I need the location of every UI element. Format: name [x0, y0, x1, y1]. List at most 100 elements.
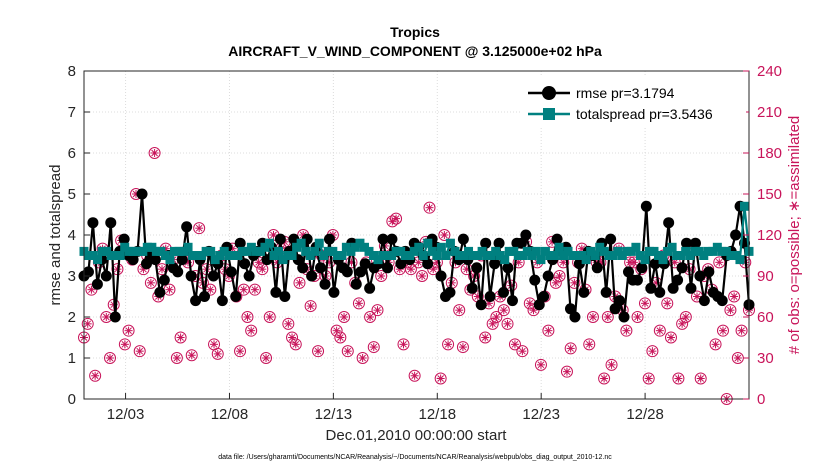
totalspread-point — [595, 242, 605, 252]
obs-assimilated-stroke — [84, 320, 92, 328]
obs-possible-marker — [89, 369, 102, 382]
obs-possible-marker — [479, 331, 492, 344]
y-tick-label: 7 — [68, 104, 76, 121]
obs-possible-marker — [408, 369, 421, 382]
obs-possible-marker — [438, 229, 451, 241]
y-tick-label: 2 — [68, 309, 76, 326]
obs-assimilated-stroke — [188, 351, 196, 359]
totalspread-point — [387, 251, 397, 260]
x-tick-label: 12/18 — [419, 406, 457, 423]
rmse-point — [502, 262, 514, 274]
rmse-point — [127, 254, 139, 266]
obs-possible-marker — [631, 311, 644, 323]
rmse-point — [538, 291, 550, 302]
rmse-point — [234, 237, 246, 249]
obs-assimilated-stroke — [481, 334, 489, 341]
y-right-tick-label: 150 — [757, 186, 782, 203]
rmse-point — [591, 262, 603, 274]
obs-assimilated-marker — [603, 313, 612, 321]
totalspread-point — [219, 246, 229, 256]
obs-assimilated-stroke — [656, 327, 664, 335]
rmse-point — [506, 295, 518, 307]
totalspread-point — [183, 242, 193, 252]
obs-assimilated-stroke — [589, 313, 597, 321]
obs-assimilated-stroke — [166, 286, 173, 294]
totalspread-point — [332, 251, 342, 260]
obs-assimilated-marker — [399, 340, 408, 349]
obs-possible-marker — [583, 338, 596, 351]
obs-assimilated-marker — [588, 313, 597, 321]
totalspread-point — [703, 246, 713, 256]
obs-possible-marker — [456, 341, 469, 354]
rmse-point — [533, 299, 545, 311]
totalspread-point — [414, 242, 424, 252]
rmse-point — [87, 217, 99, 229]
totalspread-point — [210, 255, 220, 265]
obs-assimilated-stroke — [106, 354, 114, 362]
obs-assimilated-marker — [332, 326, 341, 335]
obs-possible-marker — [586, 311, 599, 323]
rmse-point — [498, 286, 510, 298]
totalspread-point — [364, 246, 374, 256]
obs-assimilated-marker — [425, 203, 434, 212]
obs-assimilated-stroke — [418, 272, 426, 280]
rmse-point — [636, 262, 648, 274]
obs-assimilated-stroke — [559, 258, 567, 266]
totalspread-point — [350, 242, 360, 252]
chart-title: Tropics — [390, 24, 440, 40]
obs-possible-marker — [234, 345, 247, 358]
obs-assimilated-stroke — [262, 354, 270, 362]
rmse-point — [569, 311, 581, 323]
rmse-point — [484, 291, 496, 302]
totalspread-point — [314, 238, 324, 248]
totalspread-point — [500, 255, 510, 265]
totalspread-point — [84, 251, 94, 260]
totalspread-point — [106, 251, 116, 260]
obs-assimilated-marker — [622, 326, 631, 335]
obs-possible-marker — [516, 345, 529, 358]
obs-assimilated-stroke — [244, 313, 251, 321]
obs-assimilated-marker — [284, 319, 293, 328]
obs-assimilated-stroke — [173, 354, 181, 362]
x-tick-label: 12/03 — [107, 406, 145, 423]
obs-assimilated-marker — [544, 326, 553, 335]
x-axis-label: Dec.01,2010 00:00:00 start — [326, 427, 508, 444]
obs-assimilated-stroke — [623, 327, 630, 335]
obs-assimilated-stroke — [715, 258, 723, 266]
rmse-point — [355, 266, 367, 278]
obs-possible-marker — [170, 352, 183, 364]
obs-assimilated-marker — [692, 292, 701, 301]
obs-possible-marker — [679, 311, 692, 323]
totalspread-point — [346, 246, 356, 256]
obs-assimilated-marker — [210, 340, 219, 349]
obs-possible-marker — [694, 372, 707, 385]
obs-possible-marker — [289, 338, 302, 351]
totalspread-point — [626, 246, 636, 256]
obs-possible-marker — [724, 304, 737, 317]
totalspread-point — [468, 251, 478, 260]
totalspread-point — [527, 251, 537, 260]
totalspread-point — [341, 242, 351, 252]
totalspread-point — [699, 251, 709, 260]
rmse-point — [605, 233, 617, 245]
totalspread-point — [586, 246, 596, 256]
obs-possible-marker — [642, 372, 655, 385]
obs-assimilated-stroke — [177, 334, 184, 341]
obs-possible-marker — [386, 215, 399, 228]
obs-possible-marker — [638, 297, 651, 310]
totalspread-point — [459, 251, 469, 260]
obs-possible-marker — [286, 331, 299, 344]
obs-assimilated-marker — [358, 354, 367, 362]
totalspread-point — [604, 251, 614, 260]
obs-possible-marker — [364, 311, 377, 323]
totalspread-point — [717, 246, 727, 256]
rmse-point — [225, 266, 237, 278]
obs-possible-marker — [148, 147, 161, 159]
obs-assimilated-marker — [629, 258, 638, 267]
obs-assimilated-marker — [354, 299, 363, 308]
rmse-point — [542, 270, 554, 282]
obs-assimilated-stroke — [567, 345, 575, 352]
totalspread-point — [672, 251, 682, 260]
totalspread-point — [88, 251, 98, 260]
rmse-point — [645, 282, 657, 294]
